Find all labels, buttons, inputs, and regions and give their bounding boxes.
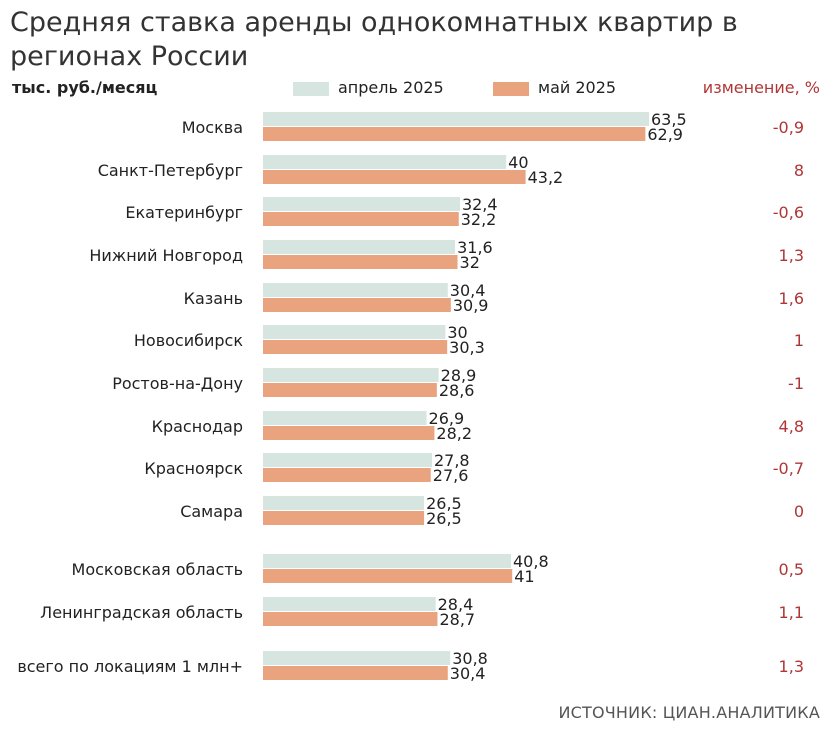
bar-april <box>263 496 425 510</box>
value-label-may: 27,6 <box>433 466 469 485</box>
category-label: Санкт-Петербург <box>98 161 243 180</box>
value-label-may: 26,5 <box>426 509 462 528</box>
value-label-may: 41 <box>514 567 534 586</box>
bar-may <box>263 383 437 397</box>
category-label: всего по локациям 1 млн+ <box>17 657 243 676</box>
change-value: 8 <box>794 161 804 180</box>
category-label: Нижний Новгород <box>89 246 243 265</box>
value-label-may: 32,2 <box>461 210 497 229</box>
change-value: 0 <box>794 502 804 521</box>
bar-april <box>263 651 451 665</box>
value-label-april: 26,5 <box>426 494 462 513</box>
value-label-april: 30,4 <box>450 281 486 300</box>
value-label-may: 62,9 <box>647 125 683 144</box>
bar-april <box>263 112 649 126</box>
change-value: -0,6 <box>773 203 804 222</box>
category-label: Ростов-на-Дону <box>112 374 243 393</box>
value-label-may: 28,2 <box>436 424 472 443</box>
value-label-may: 30,3 <box>449 338 485 357</box>
bar-may <box>263 255 458 269</box>
bar-may <box>263 298 451 312</box>
bar-may <box>263 426 435 440</box>
chart-title: Средняя ставка аренды однокомнатных квар… <box>10 7 738 72</box>
category-label: Москва <box>182 118 243 137</box>
category-label: Ленинградская область <box>40 603 243 622</box>
legend-swatch-may <box>493 82 529 96</box>
change-header: изменение, % <box>702 78 820 97</box>
category-label: Новосибирск <box>134 331 243 350</box>
category-label: Екатеринбург <box>125 203 243 222</box>
value-label-april: 63,5 <box>651 110 687 129</box>
value-label-may: 30,4 <box>450 664 486 683</box>
bar-april <box>263 554 512 568</box>
legend-label-april: апрель 2025 <box>338 78 444 97</box>
category-label: Самара <box>180 502 243 521</box>
value-label-april: 30,8 <box>452 649 488 668</box>
unit-label: тыс. руб./месяц <box>12 78 158 97</box>
value-label-april: 32,4 <box>462 195 498 214</box>
bar-april <box>263 240 456 254</box>
bar-may <box>263 666 448 680</box>
value-label-april: 28,4 <box>438 595 474 614</box>
value-label-april: 26,9 <box>429 409 465 428</box>
legend-label-may: май 2025 <box>538 78 617 97</box>
change-value: 1,3 <box>779 657 804 676</box>
value-label-april: 40,8 <box>513 552 549 571</box>
bar-may <box>263 212 459 226</box>
category-label: Краснодар <box>152 417 243 436</box>
value-label-may: 30,9 <box>453 296 489 315</box>
change-value: 4,8 <box>779 417 804 436</box>
bar-may <box>263 612 438 626</box>
bar-may <box>263 340 448 354</box>
change-value: -1 <box>788 374 804 393</box>
value-label-may: 28,7 <box>439 610 475 629</box>
bar-may <box>263 511 425 525</box>
value-label-april: 30 <box>447 323 467 342</box>
bar-april <box>263 368 439 382</box>
change-value: -0,7 <box>773 459 804 478</box>
bar-april <box>263 197 460 211</box>
value-label-april: 28,9 <box>441 366 477 385</box>
legend-swatch-april <box>293 82 329 96</box>
bar-april <box>263 411 427 425</box>
bar-april <box>263 325 446 339</box>
change-value: 1 <box>794 331 804 350</box>
bar-april <box>263 453 432 467</box>
bar-may <box>263 569 513 583</box>
value-label-april: 31,6 <box>457 238 493 257</box>
value-label-may: 28,6 <box>439 381 475 400</box>
source-label: ИСТОЧНИК: ЦИАН.АНАЛИТИКА <box>558 703 820 722</box>
value-label-may: 43,2 <box>528 168 564 187</box>
value-label-may: 32 <box>460 253 480 272</box>
bar-april <box>263 283 448 297</box>
change-value: 1,6 <box>779 289 804 308</box>
value-label-april: 40 <box>508 153 528 172</box>
bar-may <box>263 170 526 184</box>
bar-may <box>263 468 431 482</box>
change-value: 1,3 <box>779 246 804 265</box>
value-label-april: 27,8 <box>434 451 470 470</box>
bar-may <box>263 127 646 141</box>
bar-april <box>263 155 507 169</box>
category-label: Московская область <box>72 560 243 579</box>
category-label: Казань <box>184 289 243 308</box>
change-value: 1,1 <box>779 603 804 622</box>
bar-april <box>263 597 436 611</box>
category-label: Красноярск <box>144 459 243 478</box>
change-value: -0,9 <box>773 118 804 137</box>
change-value: 0,5 <box>779 560 804 579</box>
